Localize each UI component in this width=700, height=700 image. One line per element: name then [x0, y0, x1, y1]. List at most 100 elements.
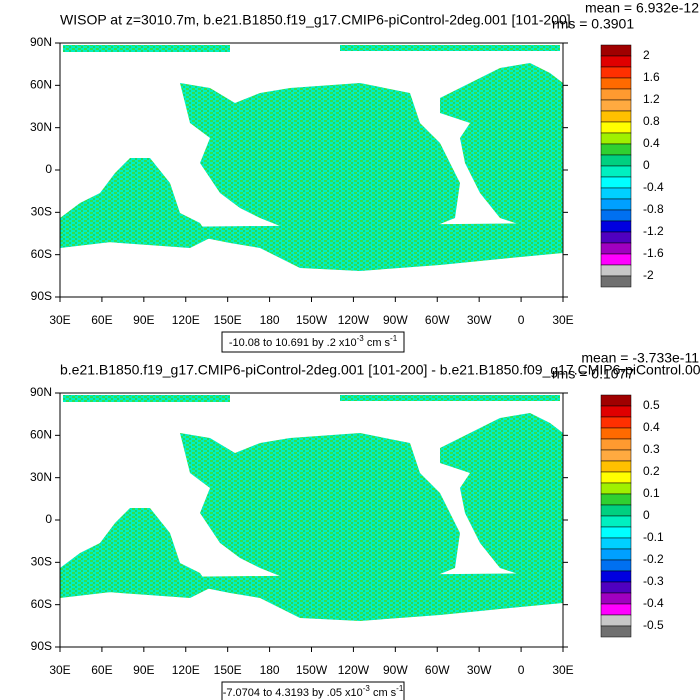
colorbar-label: -0.5	[643, 618, 664, 632]
colorbar-box	[600, 66, 632, 79]
ocean-field	[440, 63, 563, 233]
colorbar-label: 2	[643, 48, 650, 62]
lat-label: 30S	[31, 205, 52, 219]
lon-label: 30E	[552, 313, 573, 327]
lat-label: 60S	[31, 247, 52, 261]
colorbar-label: 0.4	[643, 136, 660, 150]
lon-label: 90W	[383, 663, 408, 677]
colorbar-label: 0.2	[643, 464, 660, 478]
lon-label: 150W	[296, 663, 328, 677]
lon-label: 30W	[467, 663, 492, 677]
panel-title: WISOP at z=3010.7m, b.e21.B1850.f19_g17.…	[60, 12, 571, 28]
colorbar-box	[600, 614, 632, 627]
lat-label: 30S	[31, 555, 52, 569]
panel-title: b.e21.B1850.f19_g17.CMIP6-piControl-2deg…	[60, 362, 700, 378]
colorbar-box	[600, 110, 632, 123]
ocean-field	[63, 395, 230, 402]
colorbar-box	[600, 209, 632, 222]
lat-label: 60N	[30, 78, 52, 92]
colorbar-label: 0	[643, 158, 650, 172]
colorbar-label: 0.3	[643, 442, 660, 456]
colorbar-box	[600, 187, 632, 200]
colorbar-label: -2	[643, 268, 654, 282]
lon-label: 60E	[91, 313, 112, 327]
lon-label: 180	[260, 313, 280, 327]
colorbar-box	[600, 253, 632, 266]
ocean-field	[63, 45, 230, 52]
colorbar-box	[600, 570, 632, 583]
range-note: -7.0704 to 4.3193 by .05 x10-3 cm s-1	[223, 684, 404, 699]
ocean-field	[340, 45, 560, 51]
lon-label: 150E	[214, 313, 242, 327]
colorbar-box	[600, 526, 632, 539]
colorbar-label: -0.3	[643, 574, 664, 588]
colorbar-box	[600, 449, 632, 462]
colorbar-box	[600, 460, 632, 473]
colorbar-box	[600, 99, 632, 112]
lon-label: 90E	[133, 313, 154, 327]
colorbar-label: 1.2	[643, 92, 660, 106]
lon-label: 120W	[338, 313, 370, 327]
lon-label: 30E	[49, 313, 70, 327]
lon-label: 90E	[133, 663, 154, 677]
colorbar-label: 0.8	[643, 114, 660, 128]
ocean-field	[60, 223, 563, 271]
range-note-part: -7.0704 to 4.3193 by .05 x10	[223, 687, 363, 699]
colorbar-box	[600, 143, 632, 156]
range-box	[221, 331, 405, 353]
colorbar-box	[600, 394, 632, 407]
colorbar-box	[600, 493, 632, 506]
lon-label: 30E	[49, 663, 70, 677]
range-note-part: cm s	[370, 687, 397, 699]
lon-label: 120E	[172, 663, 200, 677]
lon-label: 60W	[425, 313, 450, 327]
colorbar-box	[600, 471, 632, 484]
colorbar-box	[600, 504, 632, 517]
range-note-sup: -3	[363, 684, 371, 693]
lon-label: 150W	[296, 313, 328, 327]
lon-label: 60W	[425, 663, 450, 677]
lat-label: 0	[45, 512, 52, 526]
mean-stat: mean = 6.932e-12	[585, 0, 699, 16]
ocean-field	[180, 83, 460, 253]
lat-label: 0	[45, 162, 52, 176]
lon-label: 0	[518, 663, 525, 677]
colorbar-box	[600, 88, 632, 101]
lat-label: 60S	[31, 597, 52, 611]
colorbar-box	[600, 515, 632, 528]
lat-label: 60N	[30, 428, 52, 442]
colorbar-box	[600, 121, 632, 134]
range-box	[221, 681, 405, 700]
colorbar-label: -1.6	[643, 246, 664, 260]
range-note-part: -10.08 to 10.691 by .2 x10	[229, 337, 357, 349]
colorbar-label: -1.2	[643, 224, 664, 238]
lon-label: 180	[260, 663, 280, 677]
colorbar-box	[600, 44, 632, 57]
colorbar-box	[600, 482, 632, 495]
colorbar-label: 0.5	[643, 398, 660, 412]
colorbar-label: -0.4	[643, 596, 664, 610]
colorbar-box	[600, 275, 632, 288]
lon-label: 90W	[383, 313, 408, 327]
colorbar-box	[600, 416, 632, 429]
colorbar-box	[600, 77, 632, 90]
colorbar-box	[600, 438, 632, 451]
lat-label: 90N	[30, 35, 52, 49]
colorbar-box	[600, 405, 632, 418]
colorbar-box	[600, 603, 632, 616]
lat-label: 90S	[31, 289, 52, 303]
range-note-sup: -1	[390, 334, 398, 343]
range-note-part: cm s	[364, 337, 391, 349]
lat-label: 30N	[30, 120, 52, 134]
lon-label: 30E	[552, 663, 573, 677]
range-note-sup: -1	[396, 684, 404, 693]
colorbar-box	[600, 132, 632, 145]
colorbar-label: 1.6	[643, 70, 660, 84]
lon-label: 120W	[338, 663, 370, 677]
range-note-sup: -3	[357, 334, 365, 343]
colorbar-box	[600, 220, 632, 233]
ocean-field	[440, 413, 563, 583]
colorbar-box	[600, 592, 632, 605]
colorbar-box	[600, 264, 632, 277]
lon-label: 0	[518, 313, 525, 327]
